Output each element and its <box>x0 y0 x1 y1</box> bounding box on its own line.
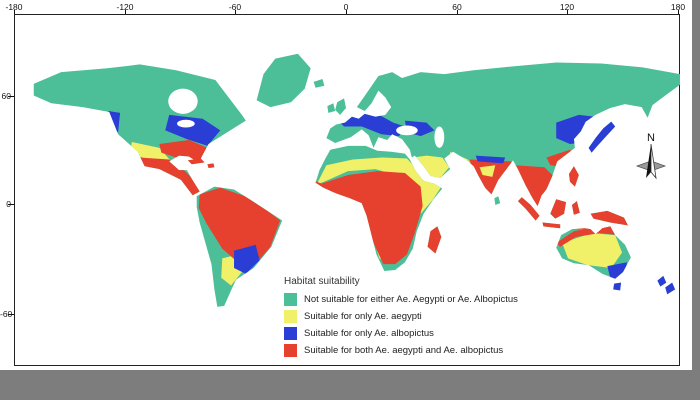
axis-tick <box>8 204 14 205</box>
axis-tick <box>567 10 568 15</box>
lon-label: -60 <box>228 2 242 12</box>
axis-tick <box>457 10 458 15</box>
map-panel: -180 -120 -60 0 60 120 180 60 0 -60 <box>0 0 692 370</box>
legend-title: Habitat suitability <box>284 276 360 287</box>
world-map[interactable] <box>14 14 680 366</box>
map-neatline <box>14 14 680 366</box>
legend-item-label: Suitable for both Ae. aegypti and Ae. al… <box>304 345 504 356</box>
legend-swatch-albopictus-only <box>284 327 297 340</box>
legend-item-label: Suitable for only Ae. aegypti <box>304 311 422 322</box>
legend: Habitat suitability Not suitable for eit… <box>284 276 518 357</box>
legend-item: Suitable for only Ae. aegypti <box>284 310 518 323</box>
legend-item: Not suitable for either Ae. Aegypti or A… <box>284 293 518 306</box>
legend-item-label: Not suitable for either Ae. Aegypti or A… <box>304 294 518 305</box>
legend-swatch-not-suitable <box>284 293 297 306</box>
lat-label: -60 <box>0 309 13 319</box>
lon-label: -120 <box>116 2 134 12</box>
axis-tick <box>346 10 347 15</box>
lon-label: 180 <box>670 2 686 12</box>
legend-item: Suitable for only Ae. albopictus <box>284 327 518 340</box>
axis-tick <box>125 10 126 15</box>
north-arrow-icon <box>635 143 667 180</box>
axis-tick <box>678 10 679 15</box>
axis-tick <box>8 96 14 97</box>
legend-swatch-aegypti-only <box>284 310 297 323</box>
axis-tick <box>8 314 14 315</box>
lat-label: 60 <box>1 91 11 101</box>
legend-swatch-both <box>284 344 297 357</box>
lon-label: -180 <box>5 2 23 12</box>
legend-item-label: Suitable for only Ae. albopictus <box>304 328 434 339</box>
north-arrow: N <box>635 132 667 180</box>
inland-seas <box>168 88 445 148</box>
lon-label: 60 <box>452 2 462 12</box>
lon-label: 120 <box>559 2 575 12</box>
axis-tick <box>235 10 236 15</box>
legend-item: Suitable for both Ae. aegypti and Ae. al… <box>284 344 518 357</box>
axis-tick <box>14 10 15 15</box>
region-aegypti-only-speck <box>479 165 496 177</box>
north-arrow-label: N <box>647 132 655 144</box>
lon-label: 0 <box>343 2 349 12</box>
